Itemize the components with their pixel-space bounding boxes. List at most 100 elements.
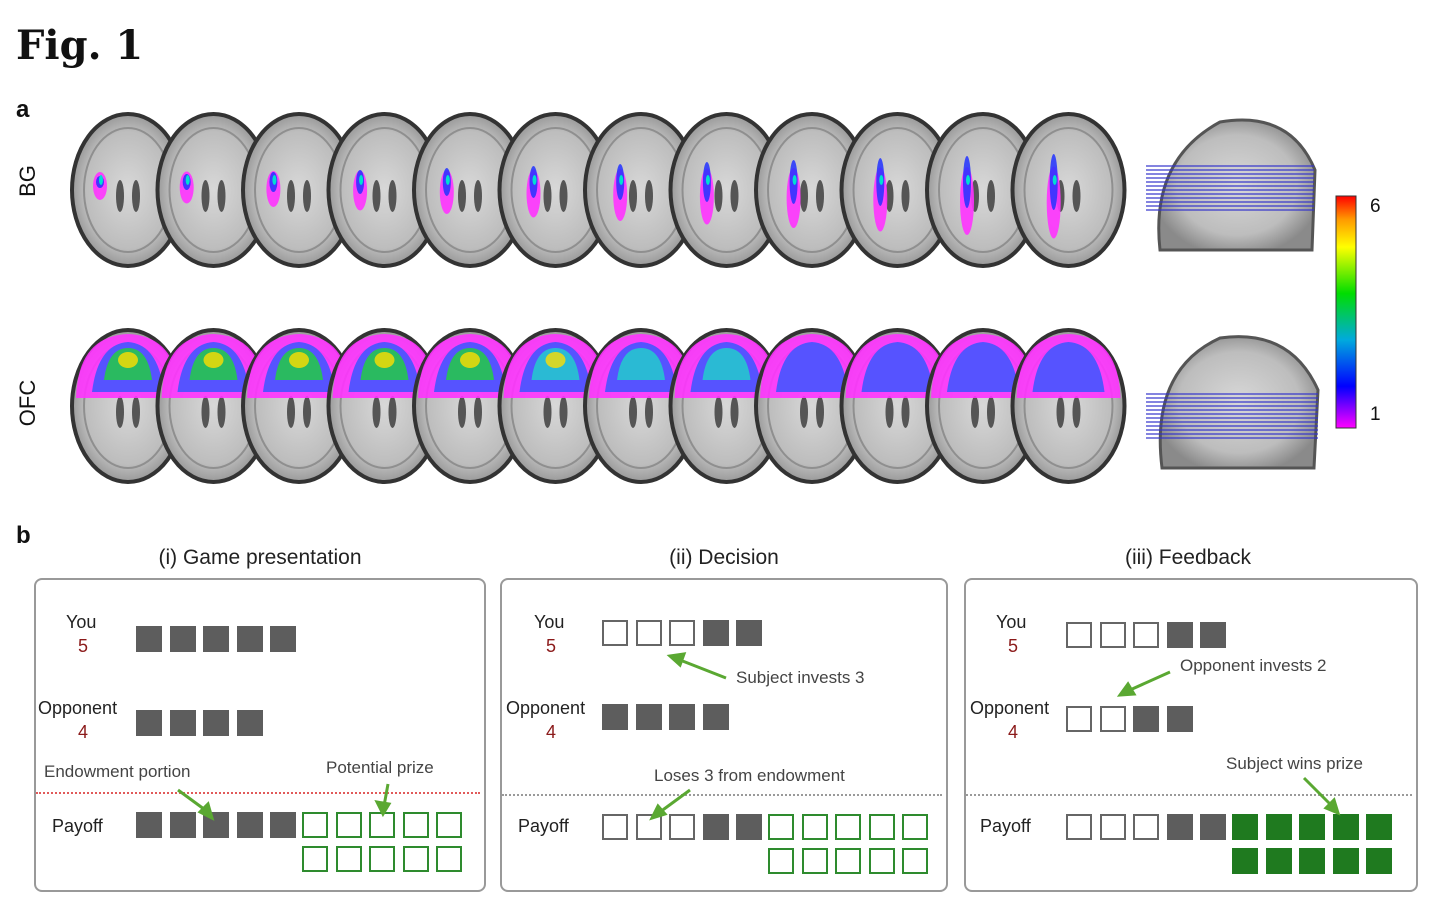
prize-token [835,814,861,840]
payoff-token [136,812,162,838]
prize-token [369,846,395,872]
prize-token [768,848,794,874]
prize-token [902,848,928,874]
you-token [270,626,296,652]
sagittal-ofc-lines [1146,393,1318,439]
prize-token [1232,814,1258,840]
you-label: You [534,612,565,632]
opponent-token [1066,706,1092,732]
prize-token [302,846,328,872]
you-token [602,620,628,646]
payoff-divider [966,794,1412,796]
prize-token [1265,848,1292,874]
you-token [669,620,695,646]
bg-slice [925,112,1041,268]
bg-slice [668,112,785,268]
prize-token [868,814,895,840]
payoff-token [669,814,695,840]
payoff-label: Payoff [518,816,569,836]
bg-slice [497,112,614,268]
you-value: 5 [78,636,89,656]
opponent-token [635,704,662,730]
opponent-value: 4 [78,722,89,742]
opponent-token [702,704,729,730]
figure-title: Fig. 1 [16,22,144,69]
ofc-slice [412,328,528,484]
sagittal-bg [1146,118,1317,252]
prize-token [801,814,828,840]
opponent-token [169,710,196,736]
prize-token [335,846,362,872]
ofc-slice [668,328,785,484]
you-token [1200,622,1226,648]
annotation-loses-endowment: Loses 3 from endowment [654,766,845,785]
you-token [169,626,196,652]
bg-slice [326,112,443,268]
prize-token [402,812,429,838]
ofc-slice-row [70,328,1127,484]
prize-token [436,812,462,838]
prize-token [302,812,328,838]
opponent-token [602,704,628,730]
you-token [702,620,729,646]
prize-token [1299,814,1325,840]
opponent-token [1166,706,1193,732]
bg-slice [1010,112,1127,268]
you-label: You [996,612,1027,632]
payoff-divider [502,794,942,796]
prize-token [801,848,828,874]
you-token [1099,622,1126,648]
sagittal-ofc [1146,335,1320,470]
prize-token [1232,848,1258,874]
prize-token [1332,814,1359,840]
payoff-label: Payoff [52,816,103,836]
payoff-token [270,812,296,838]
opponent-token [136,710,162,736]
prize-token [835,848,861,874]
payoff-token [1166,814,1193,840]
prize-token [1366,848,1392,874]
panel-a-letter: a [16,96,30,123]
payoff-token [203,812,229,838]
opponent-label: Opponent [38,698,118,718]
opponent-token [203,710,229,736]
you-token [1166,622,1193,648]
colorbar-max-label: 6 [1370,196,1381,217]
ofc-slice [754,328,870,484]
prize-token [1366,814,1392,840]
bg-slice [754,112,870,268]
you-token [635,620,662,646]
colorbar-min-label: 1 [1370,404,1381,425]
you-token [1133,622,1159,648]
ofc-slice [497,328,614,484]
prize-token [868,848,895,874]
opponent-label: Opponent [970,698,1050,718]
sagittal-bg-lines [1146,165,1314,211]
you-value: 5 [546,636,557,656]
payoff-token [169,812,196,838]
opponent-label: Opponent [506,698,586,718]
annotation-potential-prize: Potential prize [326,758,434,777]
game-title-presentation: (i) Game presentation [158,546,362,569]
panel-b-letter: b [16,522,31,549]
opponent-token [669,704,695,730]
game-title-decision: (ii) Decision [669,546,779,569]
brain-slices-figure [70,112,1357,484]
annotation-opponent-invests: Opponent invests 2 [1180,656,1327,675]
prize-token [768,814,794,840]
colorbar [1335,195,1357,429]
ofc-slice [839,328,956,484]
payoff-divider [36,792,480,794]
annotation-endowment-portion: Endowment portion [44,762,191,781]
payoff-token [1099,814,1126,840]
you-token [736,620,762,646]
prize-token [902,814,928,840]
prize-token [436,846,462,872]
payoff-token [736,814,762,840]
payoff-token [1066,814,1092,840]
opponent-token [236,710,263,736]
you-token [136,626,162,652]
ofc-slice [1010,328,1127,484]
payoff-token [602,814,628,840]
ofc-slice [241,328,357,484]
